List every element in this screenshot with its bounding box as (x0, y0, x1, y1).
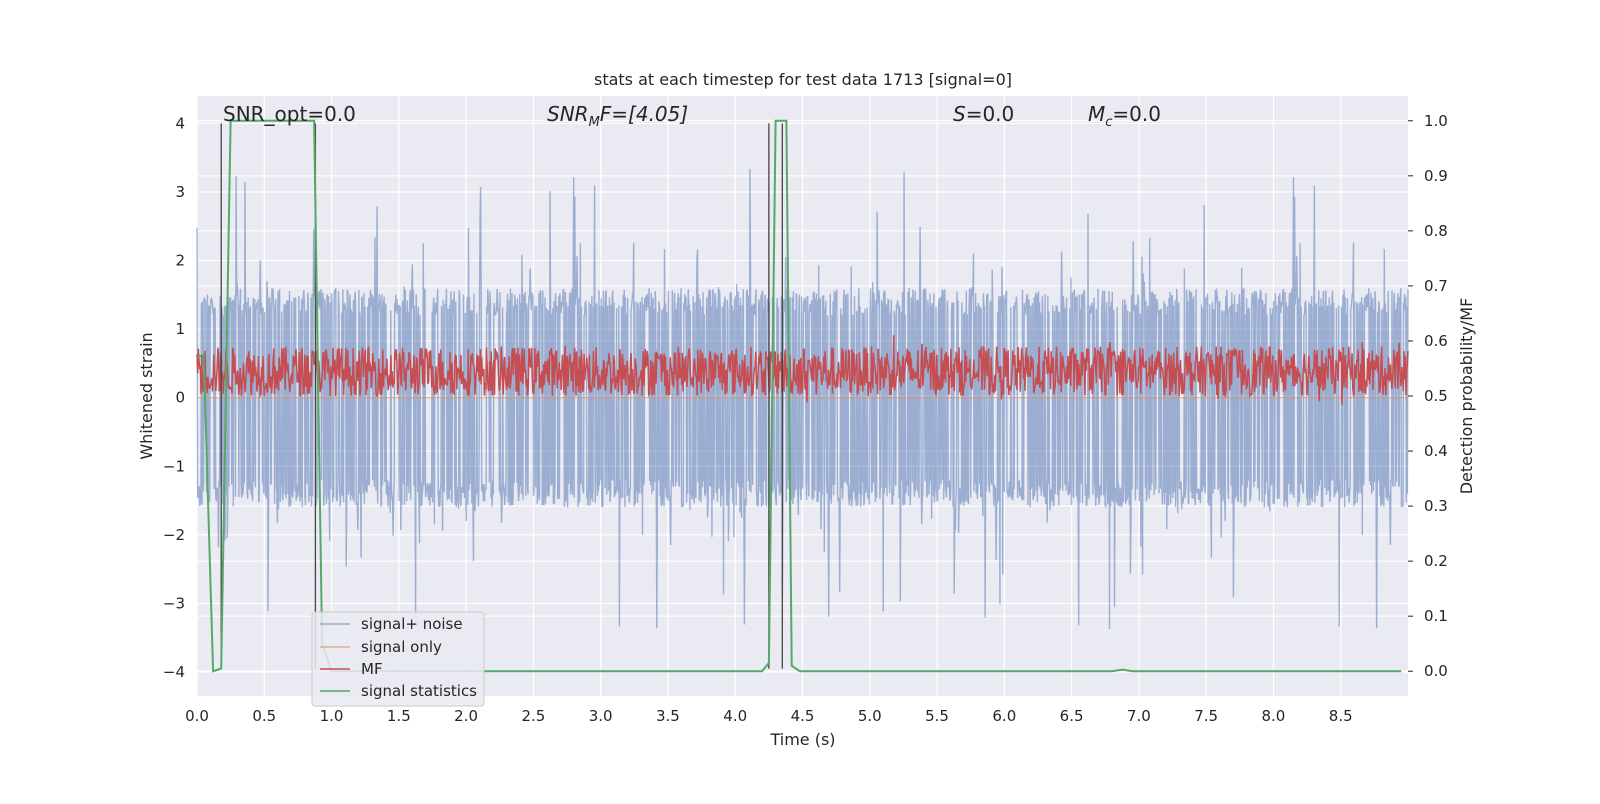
x-tick-label: 8.0 (1262, 707, 1286, 725)
x-tick-label: 3.0 (589, 707, 613, 725)
y-right-tick-label: 0.5 (1424, 387, 1448, 405)
y-right-tick-label: 1.0 (1424, 112, 1448, 130)
legend-label-signal-noise: signal+ noise (361, 615, 463, 633)
x-tick-label: 1.0 (320, 707, 344, 725)
y-right-tick-label: 0.3 (1424, 497, 1448, 515)
y-tick-label: 4 (175, 114, 185, 132)
annotation-mc-rest: =0.0 (1112, 102, 1161, 126)
legend: signal+ noise signal only MF signal stat… (311, 611, 485, 707)
x-tick-label: 8.5 (1329, 707, 1353, 725)
y-tick-label: 3 (175, 183, 185, 201)
y-right-tick-label: 0.0 (1424, 662, 1448, 680)
x-tick-label: 0.5 (252, 707, 276, 725)
y-right-tick-label: 0.4 (1424, 442, 1448, 460)
annotation-snr-mf-sub: M (589, 115, 600, 130)
y-tick-label: −1 (163, 457, 185, 475)
annotation-mc: Mc=0.0 (1088, 102, 1161, 130)
x-tick-label: 1.5 (387, 707, 411, 725)
y-right-tick-label: 0.1 (1424, 607, 1448, 625)
x-tick-label: 6.5 (1060, 707, 1084, 725)
y-right-axis-ticks: 1.0 0.9 0.8 0.7 0.6 0.5 0.4 0.3 0.2 0.1 0.0 (1408, 112, 1448, 680)
x-tick-label: 6.0 (992, 707, 1016, 725)
y-right-axis-label: Detection probability/MF (1457, 298, 1476, 495)
y-tick-label: −3 (163, 594, 185, 612)
legend-box (311, 611, 485, 707)
y-axis-ticks: 4 3 2 1 0 −1 −2 −3 −4 (163, 114, 185, 681)
y-tick-label: 2 (175, 252, 185, 270)
annotation-snr-opt: SNR_opt=0.0 (223, 102, 356, 126)
data-layer (196, 119, 1409, 673)
y-tick-label: 0 (175, 389, 185, 407)
annotation-mc-sub: c (1105, 115, 1112, 130)
x-tick-label: 0.0 (185, 707, 209, 725)
x-tick-label: 4.0 (723, 707, 747, 725)
x-tick-label: 7.0 (1127, 707, 1151, 725)
y-tick-label: −4 (163, 663, 185, 681)
annotation-snr-mf-main: SNR (547, 102, 589, 126)
chart-title: stats at each timestep for test data 171… (594, 70, 1012, 89)
annotation-s-rest: =0.0 (966, 102, 1015, 126)
x-tick-label: 2.5 (521, 707, 545, 725)
y-right-tick-label: 0.2 (1424, 552, 1448, 570)
legend-label-mf: MF (361, 660, 383, 678)
x-tick-label: 3.5 (656, 707, 680, 725)
series-signal-noise-line (196, 168, 1409, 629)
annotation-s: S=0.0 (953, 102, 1014, 126)
annotation-mc-main: M (1088, 102, 1105, 126)
x-tick-label: 5.0 (858, 707, 882, 725)
y-axis-label: Whitened strain (137, 332, 156, 459)
x-tick-label: 2.0 (454, 707, 478, 725)
y-right-tick-label: 0.8 (1424, 222, 1448, 240)
x-tick-label: 7.5 (1194, 707, 1218, 725)
x-axis-ticks: 0.0 0.5 1.0 1.5 2.0 2.5 3.0 3.5 4.0 4.5 5.0 5.5 6.0 6… (185, 707, 1353, 725)
annotation-snr-mf-rest: F=[4.05] (600, 102, 688, 126)
y-right-tick-label: 0.6 (1424, 332, 1448, 350)
x-axis-label: Time (s) (769, 730, 835, 749)
series-mf-line (196, 335, 1409, 405)
y-tick-label: −2 (163, 526, 185, 544)
annotation-snr-mf: SNRMF=[4.05] (547, 102, 688, 130)
y-tick-label: 1 (175, 320, 185, 338)
y-right-tick-label: 0.9 (1424, 167, 1448, 185)
x-tick-label: 4.5 (791, 707, 815, 725)
y-right-tick-label: 0.7 (1424, 277, 1448, 295)
legend-label-signal-statistics: signal statistics (361, 682, 477, 700)
series-signal-statistics-line (196, 119, 1402, 673)
annotation-s-main: S (953, 102, 966, 126)
legend-label-signal-only: signal only (361, 638, 442, 656)
x-tick-label: 5.5 (925, 707, 949, 725)
